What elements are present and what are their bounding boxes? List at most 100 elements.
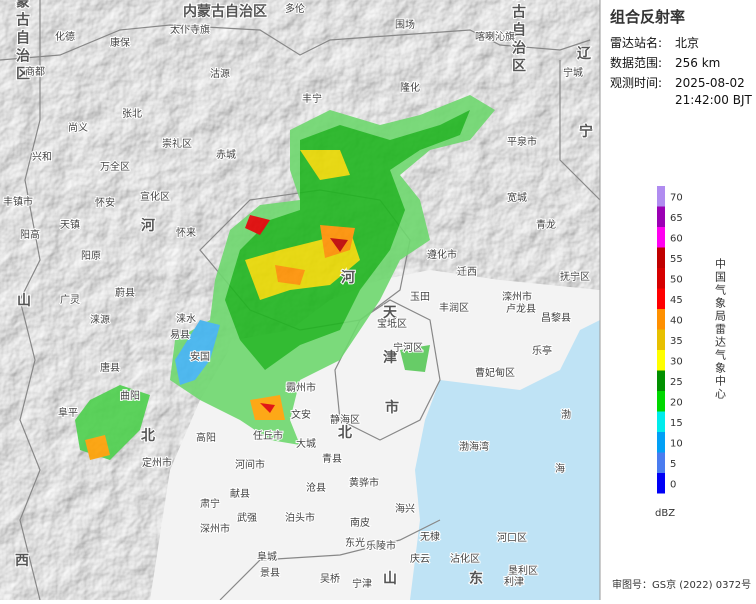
province-label: 东 bbox=[469, 570, 483, 587]
sea bbox=[410, 320, 600, 600]
legend-swatch bbox=[657, 186, 665, 207]
place-label: 平泉市 bbox=[507, 135, 537, 148]
province-label: 津 bbox=[383, 349, 397, 366]
place-label: 隆化 bbox=[400, 81, 420, 94]
place-label: 宁河区 bbox=[393, 341, 423, 354]
map bbox=[0, 0, 600, 600]
place-label: 广灵 bbox=[60, 294, 80, 306]
place-label: 丰润区 bbox=[439, 301, 469, 314]
legend-tick-label: 45 bbox=[670, 295, 683, 306]
legend-swatch bbox=[657, 452, 665, 473]
place-label: 迁西 bbox=[457, 266, 477, 278]
legend-swatch bbox=[657, 227, 665, 248]
legend-unit: dBZ bbox=[655, 508, 675, 519]
place-label: 任丘市 bbox=[253, 429, 283, 442]
range: 256 km bbox=[675, 56, 720, 70]
time-date: 2025-08-02 bbox=[675, 76, 745, 90]
province-label: 内蒙古自治区 bbox=[14, 0, 30, 84]
legend-swatch bbox=[657, 247, 665, 268]
legend-tick-label: 30 bbox=[670, 356, 683, 367]
province-label: 辽 bbox=[577, 46, 592, 62]
place-label: 大城 bbox=[296, 437, 316, 450]
legend-swatch bbox=[657, 329, 665, 350]
legend-swatch bbox=[657, 268, 665, 289]
legend-swatch bbox=[657, 309, 665, 330]
province-label: 山 bbox=[17, 293, 31, 309]
place-label: 怀安 bbox=[95, 196, 115, 209]
place-label: 化德 bbox=[55, 30, 75, 43]
place-label: 青县 bbox=[322, 452, 342, 465]
place-label: 尚义 bbox=[68, 121, 88, 134]
place-label: 庆云 bbox=[410, 552, 430, 565]
province-label: 天 bbox=[383, 305, 398, 321]
place-label: 宝坻区 bbox=[377, 317, 407, 330]
place-label: 宁城 bbox=[563, 66, 583, 79]
legend-tick-label: 55 bbox=[670, 254, 683, 265]
place-label: 张北 bbox=[122, 108, 142, 120]
place-label: 丰宁 bbox=[302, 92, 322, 105]
place-label: 赤城 bbox=[216, 149, 236, 161]
place-label: 宽城 bbox=[507, 191, 527, 204]
place-label: 渤海湾 bbox=[459, 440, 489, 453]
place-label: 海 bbox=[555, 462, 565, 475]
place-label: 阳高 bbox=[20, 228, 40, 241]
province-label: 西 bbox=[15, 553, 29, 569]
place-label: 沾化区 bbox=[450, 552, 480, 565]
legend-tick-label: 20 bbox=[670, 397, 683, 408]
place-label: 蔚县 bbox=[115, 287, 135, 299]
place-label: 海兴 bbox=[395, 502, 415, 515]
place-label: 宁津 bbox=[352, 577, 372, 590]
place-label: 玉田 bbox=[410, 292, 430, 303]
place-label: 阜平 bbox=[58, 406, 78, 419]
place-label: 献县 bbox=[230, 487, 250, 500]
time-label: 观测时间: bbox=[610, 76, 662, 90]
place-label: 涞水 bbox=[176, 313, 196, 325]
place-label: 天镇 bbox=[60, 218, 80, 231]
place-label: 乐陵市 bbox=[366, 539, 396, 552]
legend-swatch bbox=[657, 370, 665, 391]
place-label: 东光 bbox=[345, 536, 365, 549]
station: 北京 bbox=[675, 36, 699, 50]
province-label: 内蒙古自治区 bbox=[183, 3, 267, 20]
legend-swatch bbox=[657, 432, 665, 453]
place-label: 安国 bbox=[190, 350, 210, 363]
place-label: 高阳 bbox=[196, 431, 216, 444]
place-label: 曲阳 bbox=[120, 390, 140, 402]
place-label: 阳原 bbox=[81, 250, 101, 262]
place-label: 阜城 bbox=[257, 550, 277, 563]
echoes bbox=[75, 95, 495, 460]
province-label: 市 bbox=[385, 399, 399, 416]
place-label: 涞源 bbox=[90, 313, 110, 326]
legend-swatch bbox=[657, 206, 665, 227]
place-label: 沧县 bbox=[306, 481, 326, 494]
place-label: 垦利区 bbox=[508, 565, 538, 577]
legend-tick-label: 35 bbox=[670, 336, 683, 347]
place-label: 河口区 bbox=[497, 532, 527, 544]
place-label: 利津 bbox=[504, 576, 524, 588]
place-label: 遵化市 bbox=[427, 248, 457, 261]
place-label: 沽源 bbox=[210, 67, 230, 80]
legend-tick-label: 70 bbox=[670, 192, 683, 203]
legend-swatch bbox=[657, 350, 665, 371]
place-label: 丰镇市 bbox=[3, 195, 33, 208]
approval: 审图号：GS京 (2022) 0372号 bbox=[612, 578, 751, 591]
place-label: 静海区 bbox=[330, 413, 360, 426]
legend-tick-label: 65 bbox=[670, 213, 683, 224]
place-label: 武强 bbox=[237, 511, 257, 524]
legend-tick-label: 10 bbox=[670, 438, 683, 449]
borders bbox=[0, 0, 600, 600]
place-label: 青龙 bbox=[536, 218, 556, 231]
legend-tick-label: 60 bbox=[670, 233, 683, 244]
place-label: 易县 bbox=[170, 329, 190, 341]
place-label: 卢龙县 bbox=[506, 302, 536, 315]
place-label: 宣化区 bbox=[140, 190, 170, 203]
place-label: 定州市 bbox=[142, 456, 172, 469]
place-label: 霸州市 bbox=[286, 381, 316, 394]
legend-tick-label: 40 bbox=[670, 315, 683, 326]
panel-title: 组合反射率 bbox=[610, 8, 685, 26]
place-label: 康保 bbox=[110, 36, 130, 49]
province-label: 内蒙古自治区 bbox=[510, 0, 526, 76]
place-label: 崇礼区 bbox=[162, 137, 192, 150]
place-label: 河间市 bbox=[235, 458, 265, 471]
place-label: 深州市 bbox=[200, 522, 230, 535]
